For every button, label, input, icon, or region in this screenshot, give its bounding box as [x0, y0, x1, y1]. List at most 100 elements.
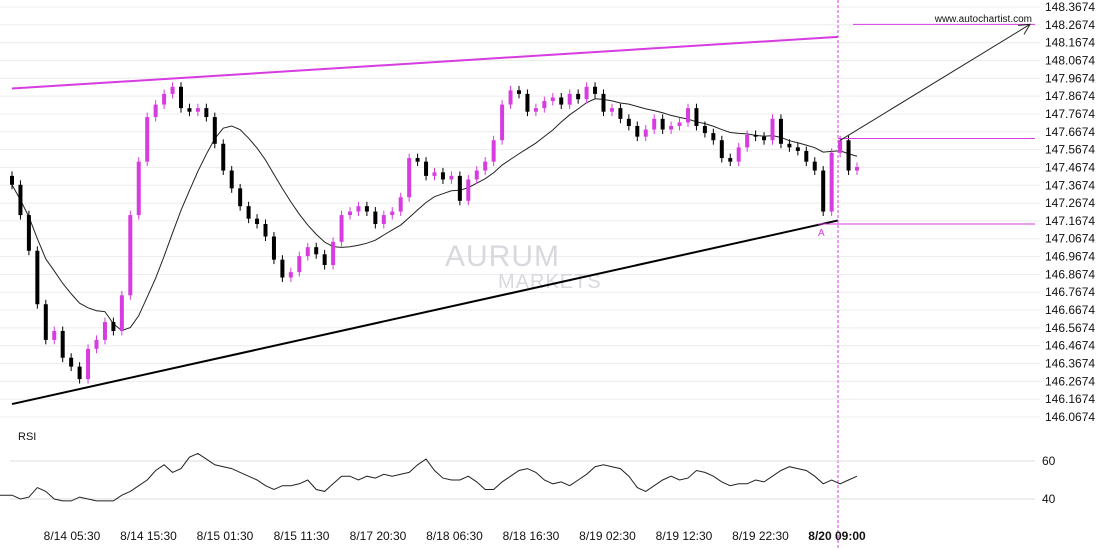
bearish-candle	[517, 90, 521, 94]
bearish-candle	[35, 250, 40, 305]
moving-average-line	[11, 98, 858, 332]
y-tick-label: 148.3674	[1045, 0, 1095, 14]
bearish-candle	[440, 172, 445, 180]
bullish-candle	[643, 129, 648, 137]
rsi-line	[0, 452, 858, 502]
bullish-candle	[52, 330, 57, 340]
x-tick-label: 8/14 05:30	[44, 529, 101, 543]
bullish-candle	[94, 339, 99, 349]
bullish-candle	[542, 101, 547, 109]
rsi-label: RSI	[18, 431, 36, 443]
bearish-candle	[187, 108, 192, 112]
bullish-candle	[432, 172, 437, 176]
bearish-candle	[525, 93, 530, 112]
y-tick-label: 146.5674	[1045, 321, 1095, 335]
bullish-candle	[339, 215, 344, 242]
y-tick-label: 147.7674	[1045, 107, 1095, 121]
y-tick-label: 146.9674	[1045, 250, 1095, 264]
y-tick-label: 147.6674	[1045, 125, 1095, 139]
bullish-candle	[153, 104, 158, 118]
bullish-candle	[677, 122, 682, 126]
bullish-candle	[86, 348, 91, 380]
bullish-candle	[331, 241, 336, 266]
bullish-candle	[838, 140, 843, 153]
bullish-candle	[736, 147, 741, 162]
y-tick-label: 146.0674	[1045, 410, 1095, 424]
bearish-candle	[26, 215, 31, 251]
bearish-candle	[711, 133, 716, 141]
x-tick-label: 8/19 02:30	[579, 529, 636, 543]
bullish-candle	[449, 175, 454, 180]
point-a-label: A	[818, 228, 825, 239]
bearish-candle	[271, 236, 276, 260]
bearish-candle	[179, 86, 183, 109]
bullish-candle	[145, 117, 150, 162]
x-tick-label: 8/17 20:30	[350, 529, 407, 543]
bullish-candle	[136, 161, 141, 216]
bullish-candle	[745, 134, 750, 148]
y-tick-label: 146.8674	[1045, 267, 1095, 281]
bullish-candle	[128, 215, 133, 296]
y-tick-label: 147.8674	[1045, 89, 1095, 103]
bullish-candle	[356, 206, 361, 212]
bearish-candle	[221, 143, 226, 171]
y-tick-label: 147.3674	[1045, 178, 1095, 192]
bearish-candle	[821, 170, 826, 212]
bullish-candle	[533, 108, 538, 112]
x-tick-label: 8/14 15:30	[120, 529, 177, 543]
bearish-candle	[846, 140, 851, 171]
bearish-candle	[719, 140, 724, 159]
y-tick-label: 146.6674	[1045, 303, 1095, 317]
bullish-candle	[770, 118, 775, 141]
bearish-candle	[576, 93, 581, 100]
bearish-candle	[212, 117, 217, 144]
bearish-candle	[322, 254, 327, 266]
bullish-candle	[652, 118, 657, 130]
price-axis: 148.3674 148.2674 148.1674 148.0674 147.9674…	[1045, 0, 1095, 424]
bullish-candle	[491, 140, 496, 162]
bullish-candle	[500, 104, 505, 141]
y-tick-label: 147.2674	[1045, 196, 1095, 210]
bullish-candle	[483, 161, 488, 171]
bearish-candle	[778, 118, 783, 144]
bearish-candle	[694, 108, 699, 126]
watermark-logo: AURUM	[445, 240, 560, 273]
y-tick-label: 148.1674	[1045, 36, 1095, 50]
support-line	[11, 219, 839, 406]
price-grid	[0, 6, 1040, 418]
bearish-candle	[559, 97, 564, 105]
bullish-candle	[686, 108, 690, 123]
y-tick-label: 148.0674	[1045, 53, 1095, 67]
bearish-candle	[43, 304, 48, 340]
bullish-candle	[855, 166, 859, 171]
triangle-pattern: A	[11, 0, 1035, 550]
rsi-tick-label: 60	[1042, 454, 1056, 468]
bullish-candle	[390, 211, 395, 216]
bearish-candle	[204, 108, 209, 118]
bullish-candle	[466, 179, 471, 201]
y-tick-label: 147.0674	[1045, 232, 1095, 246]
bearish-candle	[255, 218, 260, 225]
bearish-candle	[812, 161, 817, 171]
bearish-candle	[424, 161, 429, 176]
bearish-candle	[753, 134, 758, 137]
candles	[10, 82, 859, 384]
bearish-candle	[280, 259, 285, 278]
bearish-candle	[246, 206, 251, 219]
bullish-candle	[584, 86, 589, 100]
bullish-candle	[567, 93, 572, 105]
bullish-candle	[170, 86, 175, 94]
bearish-candle	[314, 247, 319, 255]
y-tick-label: 146.7674	[1045, 285, 1095, 299]
bullish-candle	[829, 152, 834, 212]
bearish-candle	[457, 175, 462, 201]
y-tick-label: 147.5674	[1045, 143, 1095, 157]
x-tick-label: 8/15 01:30	[197, 529, 254, 543]
bearish-candle	[10, 175, 14, 185]
bearish-candle	[702, 125, 707, 134]
x-tick-label: 8/18 06:30	[426, 529, 483, 543]
bearish-candle	[69, 357, 74, 367]
bullish-candle	[550, 97, 555, 102]
y-tick-label: 146.2674	[1045, 374, 1095, 388]
